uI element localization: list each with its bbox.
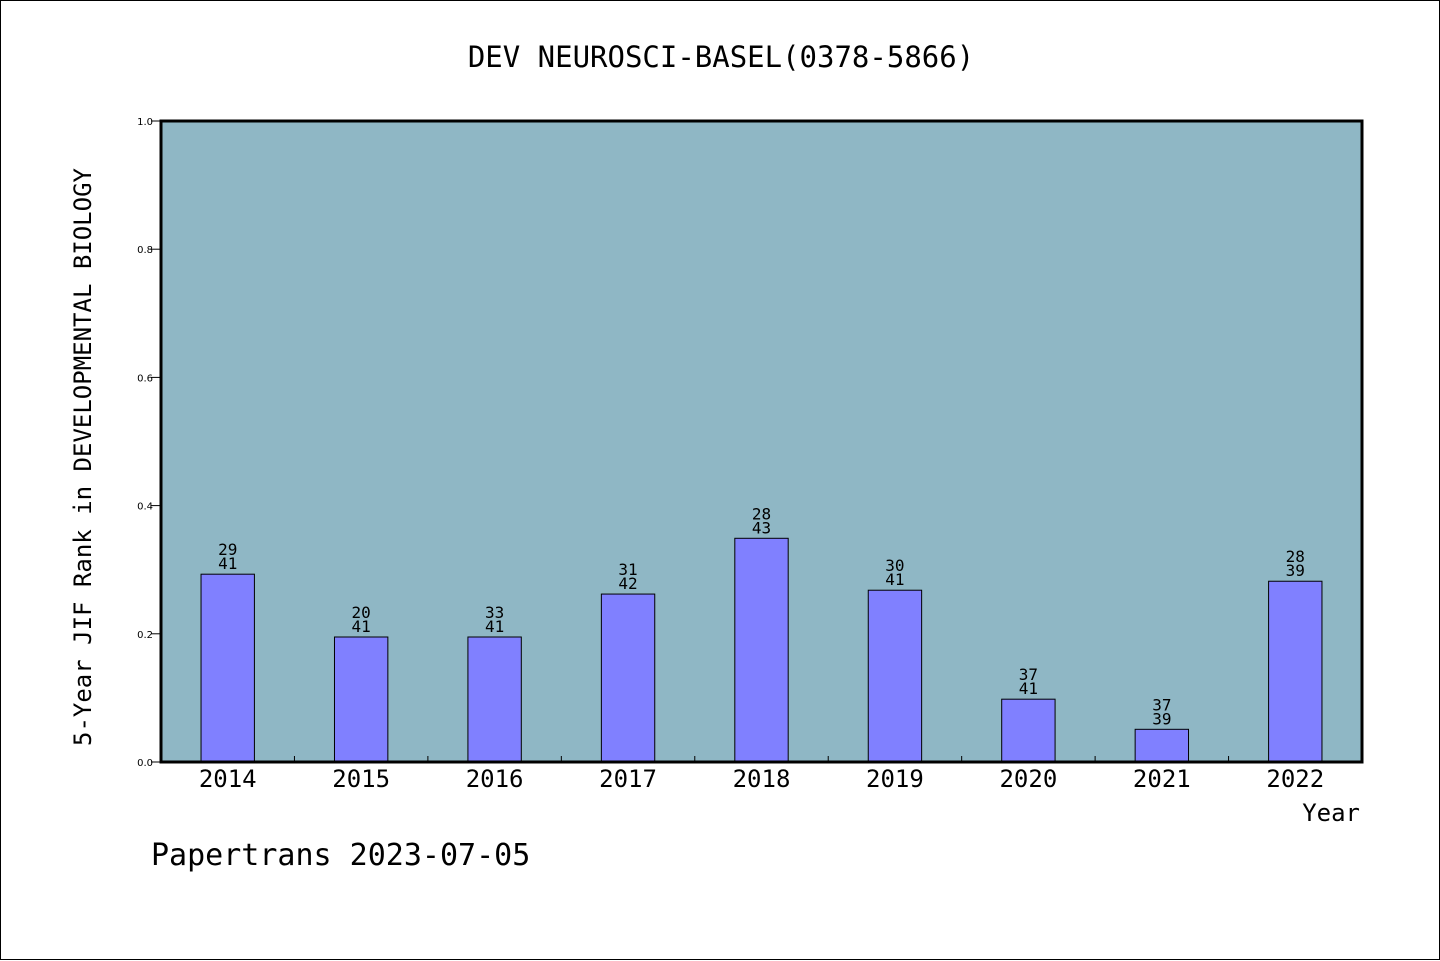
bar-rank-label: 37 xyxy=(1019,665,1038,684)
bar xyxy=(467,636,522,763)
y-tick-label: 1.0 xyxy=(137,117,153,128)
bar xyxy=(867,589,923,763)
x-axis-label: Year xyxy=(1302,799,1360,827)
bar-total-label: 43 xyxy=(752,518,771,537)
bar xyxy=(1268,580,1323,763)
x-tick-label: 2014 xyxy=(199,765,257,793)
bar-rank-label: 20 xyxy=(352,603,371,622)
bar-rank-label: 37 xyxy=(1152,695,1171,714)
y-tick-label: 0.2 xyxy=(137,630,153,641)
bar-total-label: 42 xyxy=(618,574,637,593)
x-tick-label: 2015 xyxy=(332,765,390,793)
bar-total-label: 39 xyxy=(1286,561,1305,580)
y-axis-label: 5-Year JIF Rank in DEVELOPMENTAL BIOLOGY xyxy=(69,167,97,746)
bar-total-label: 41 xyxy=(885,570,904,589)
bar-rank-label: 30 xyxy=(885,556,904,575)
x-tick-label: 2018 xyxy=(733,765,791,793)
y-axis: 0.0 0.2 0.4 0.6 0.8 1.0 xyxy=(137,117,161,769)
bar-total-label: 41 xyxy=(218,554,237,573)
footer-text: Papertrans 2023-07-05 xyxy=(151,838,530,873)
bar-total-label: 41 xyxy=(485,617,504,636)
bar-rank-label: 28 xyxy=(752,504,771,523)
bar xyxy=(734,537,789,763)
bar-rank-label: 29 xyxy=(218,540,237,559)
plot-border xyxy=(159,119,1364,764)
bar xyxy=(1001,698,1056,763)
bar-rank-label: 28 xyxy=(1286,547,1305,566)
y-tick-label: 0.0 xyxy=(137,758,153,769)
x-tick-label: 2020 xyxy=(999,765,1057,793)
x-axis: 2014 2015 2016 2017 2018 2019 2020 2021 2022 xyxy=(199,756,1324,793)
bar-total-label: 39 xyxy=(1152,709,1171,728)
x-tick-label: 2019 xyxy=(866,765,924,793)
y-tick-label: 0.8 xyxy=(137,245,153,256)
x-tick-label: 2021 xyxy=(1133,765,1191,793)
y-tick-label: 0.4 xyxy=(137,502,153,513)
bar-rank-label: 31 xyxy=(618,560,637,579)
bar xyxy=(333,636,389,763)
bar-total-label: 41 xyxy=(352,617,371,636)
bar xyxy=(200,573,255,763)
y-tick-label: 0.6 xyxy=(137,373,153,384)
bar-rank-label: 33 xyxy=(485,603,504,622)
bar-total-label: 41 xyxy=(1019,679,1038,698)
x-tick-label: 2017 xyxy=(599,765,657,793)
x-tick-label: 2022 xyxy=(1266,765,1324,793)
chart-title: DEV NEUROSCI-BASEL(0378-5866) xyxy=(468,40,974,74)
bar xyxy=(600,593,656,763)
x-tick-label: 2016 xyxy=(466,765,524,793)
bar xyxy=(1134,728,1190,763)
